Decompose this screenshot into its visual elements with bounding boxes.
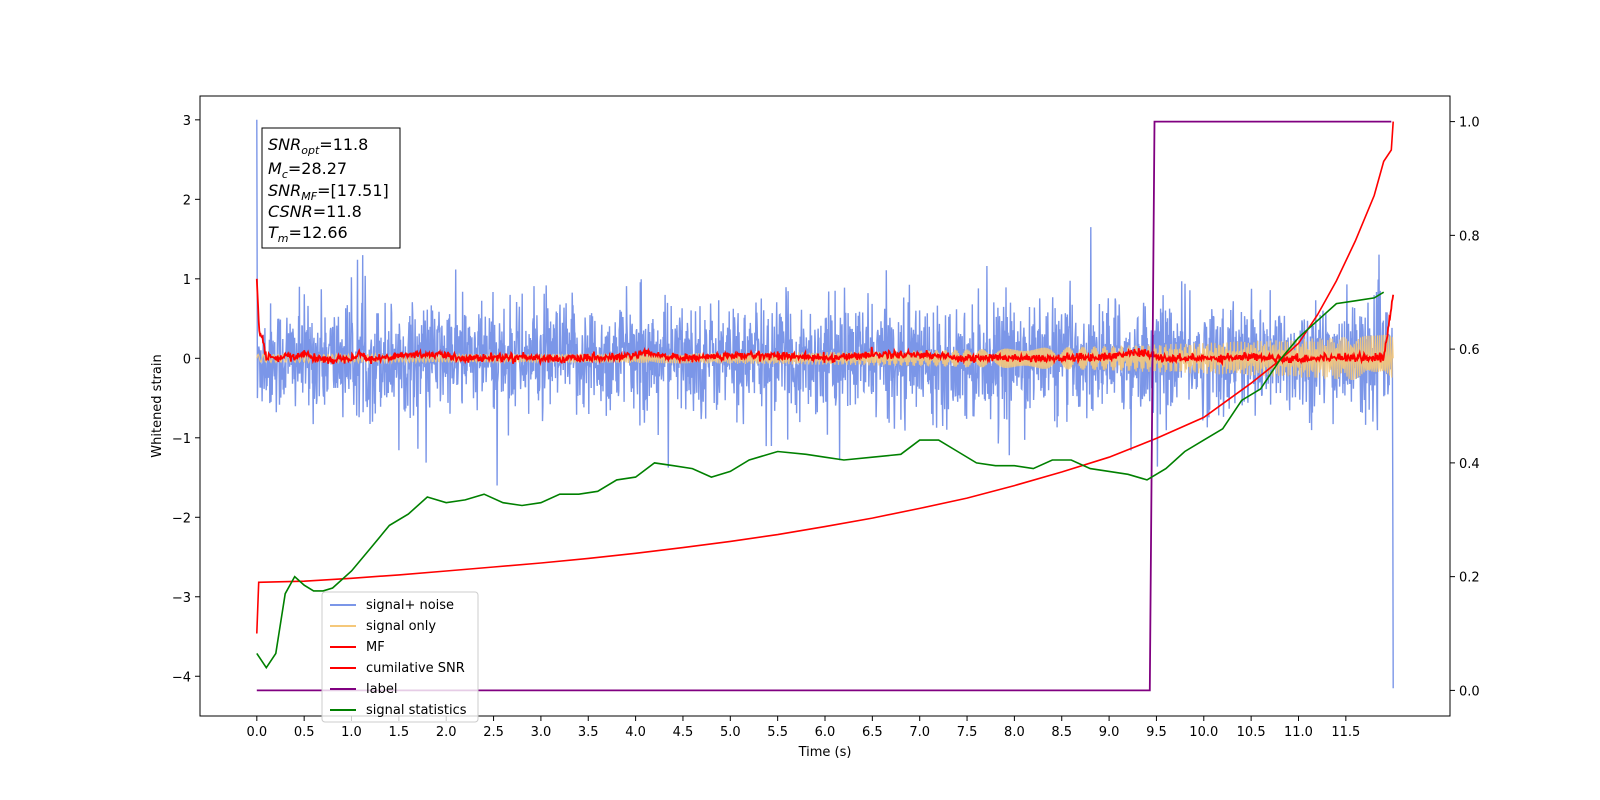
y-tick-label: −3 (172, 591, 191, 606)
x-tick-label: 1.5 (389, 725, 410, 740)
x-tick-label: 11.0 (1284, 725, 1313, 740)
x-tick-label: 11.5 (1331, 725, 1360, 740)
legend-entry-label: label (366, 682, 397, 697)
y-tick-label: −2 (172, 511, 191, 526)
y-tick-label: 1 (183, 273, 191, 288)
x-tick-label: 3.0 (531, 725, 552, 740)
x-tick-label: 0.5 (294, 725, 315, 740)
x-axis-label: Time (s) (798, 745, 852, 760)
x-tick-label: 4.0 (625, 725, 646, 740)
y2-tick-label: 0.0 (1459, 684, 1480, 699)
series-label (256, 120, 1392, 692)
legend-entry-signal: signal only (366, 619, 436, 634)
annotation-box: SNRopt=11.8 Mc=28.27 SNRMF=[17.51] CSNR=… (261, 127, 401, 249)
x-tick-label: 4.5 (673, 725, 694, 740)
y-tick-label: −1 (172, 432, 191, 447)
y-tick-label: 3 (183, 114, 191, 129)
y-tick-label: 2 (183, 193, 191, 208)
legend-frame (321, 591, 479, 723)
x-tick-label: 10.5 (1237, 725, 1266, 740)
x-tick-label: 9.5 (1146, 725, 1167, 740)
annotation-csnr: CSNR=11.8 (268, 202, 362, 221)
annotation-frame (261, 127, 401, 249)
annotation-snr-opt: SNRopt=11.8 (268, 135, 368, 157)
x-tick-label: 5.0 (720, 725, 741, 740)
legend-entry-stats: signal statistics (366, 703, 467, 718)
x-tick-label: 7.0 (909, 725, 930, 740)
x-tick-label: 1.0 (341, 725, 362, 740)
plot-area (255, 119, 1395, 692)
x-tick-label: 6.0 (815, 725, 836, 740)
x-tick-label: 3.5 (578, 725, 599, 740)
x-tick-label: 9.0 (1099, 725, 1120, 740)
y-tick-label: −4 (172, 670, 191, 685)
y2-tick-label: 1.0 (1459, 116, 1480, 131)
legend-entry-mf: MF (366, 640, 385, 655)
legend: signal+ noise signal only MF cumilative … (321, 591, 479, 723)
y2-tick-label: 0.6 (1459, 343, 1480, 358)
annotation-snr-mf: SNRMF=[17.51] (268, 181, 389, 203)
axis-ticks: 0.0 0.5 1.0 1.5 2.0 2.5 3.0 3.5 4.0 4.5 5.0 5.5 6.0 6… (172, 114, 1480, 740)
y2-tick-label: 0.2 (1459, 571, 1480, 586)
y2-tick-label: 0.8 (1459, 229, 1480, 244)
annotation-mc: Mc=28.27 (268, 159, 347, 181)
y-tick-label: 0 (183, 352, 191, 367)
x-tick-label: 8.5 (1051, 725, 1072, 740)
legend-entry-csnr: cumilative SNR (366, 661, 465, 676)
x-tick-label: 2.0 (436, 725, 457, 740)
x-tick-label: 10.0 (1189, 725, 1218, 740)
x-tick-label: 7.5 (957, 725, 978, 740)
annotation-tm: Tm=12.66 (268, 223, 348, 245)
x-tick-label: 5.5 (767, 725, 788, 740)
x-tick-label: 0.0 (246, 725, 267, 740)
legend-entry-noise: signal+ noise (366, 598, 454, 613)
series-mf (255, 278, 1395, 367)
x-tick-label: 6.5 (862, 725, 883, 740)
y-axis-label: Whitened strain (150, 354, 165, 457)
y2-tick-label: 0.4 (1459, 457, 1480, 472)
series-cumulative-snr (256, 121, 1394, 634)
series-signal-statistics (256, 291, 1385, 670)
x-tick-label: 8.0 (1004, 725, 1025, 740)
x-tick-label: 2.5 (483, 725, 504, 740)
